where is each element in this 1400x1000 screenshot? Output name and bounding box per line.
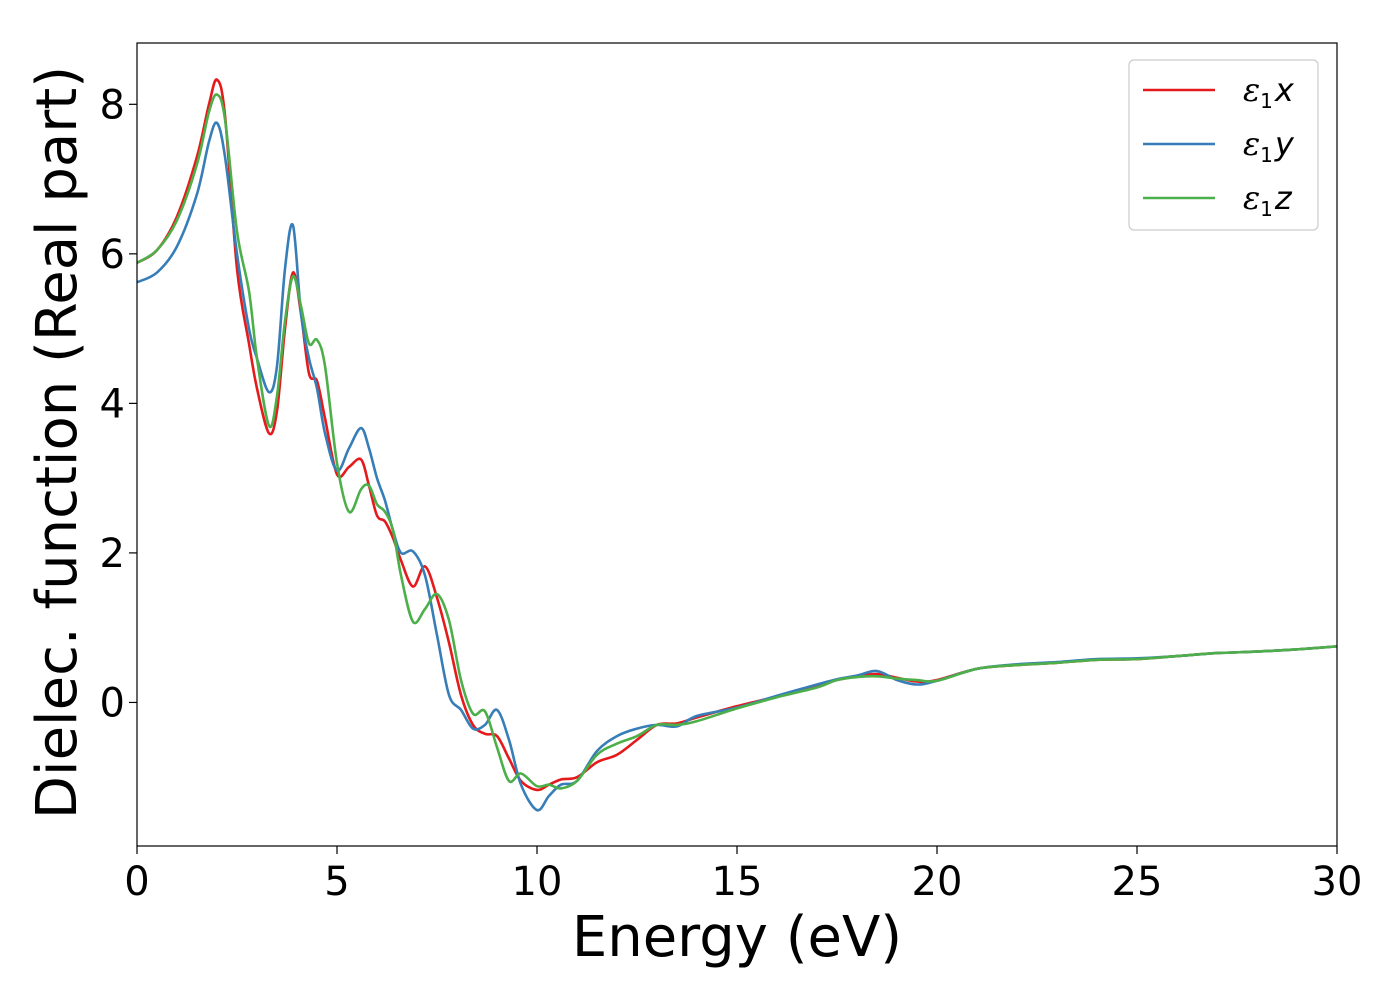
plot-lines [137, 78, 1337, 812]
series-line-y [137, 121, 1337, 812]
x-tick-label: 30 [1312, 859, 1363, 905]
legend-label-z: ε1z [1243, 179, 1293, 221]
series-line-x [137, 78, 1337, 792]
x-tick-label: 25 [1112, 859, 1163, 905]
y-tick-label: 6 [100, 232, 125, 278]
legend-box [1128, 59, 1319, 231]
x-tick-label: 20 [912, 859, 963, 905]
legend: ε1x ε1y ε1z [1128, 59, 1319, 231]
x-tick-label: 15 [712, 859, 763, 905]
y-axis-title: Dielec. function (Real part) [25, 66, 90, 819]
y-tick-label: 4 [100, 381, 125, 427]
x-tick-label: 10 [512, 859, 563, 905]
x-tick-label: 5 [324, 859, 349, 905]
y-tick-label: 2 [100, 531, 125, 577]
series-line-z [137, 93, 1337, 790]
x-axis-ticks: 0 5 10 15 20 25 30 [124, 846, 1362, 905]
y-tick-label: 0 [100, 680, 125, 726]
x-axis-title: Energy (eV) [572, 905, 902, 970]
y-tick-label: 8 [100, 82, 125, 128]
legend-label-y: ε1y [1243, 125, 1295, 167]
y-axis-ticks: 0 2 4 6 8 [100, 82, 137, 726]
legend-label-x: ε1x [1243, 71, 1295, 113]
x-tick-label: 0 [124, 859, 149, 905]
